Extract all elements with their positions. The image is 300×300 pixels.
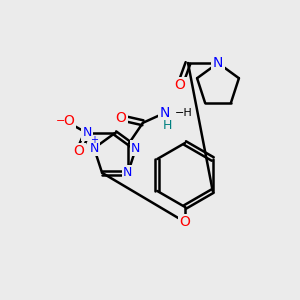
Text: N: N: [123, 166, 133, 179]
Text: −H: −H: [175, 108, 193, 118]
Text: −: −: [56, 116, 66, 126]
Text: O: O: [180, 215, 190, 229]
Text: O: O: [116, 111, 126, 125]
Text: O: O: [74, 144, 84, 158]
Text: H: H: [163, 119, 172, 132]
Text: +: +: [90, 135, 98, 145]
Text: N: N: [160, 106, 170, 120]
Text: N: N: [82, 127, 92, 140]
Text: N: N: [89, 142, 99, 155]
Text: O: O: [175, 78, 185, 92]
Text: N: N: [131, 142, 141, 155]
Text: O: O: [64, 114, 74, 128]
Text: N: N: [213, 56, 223, 70]
